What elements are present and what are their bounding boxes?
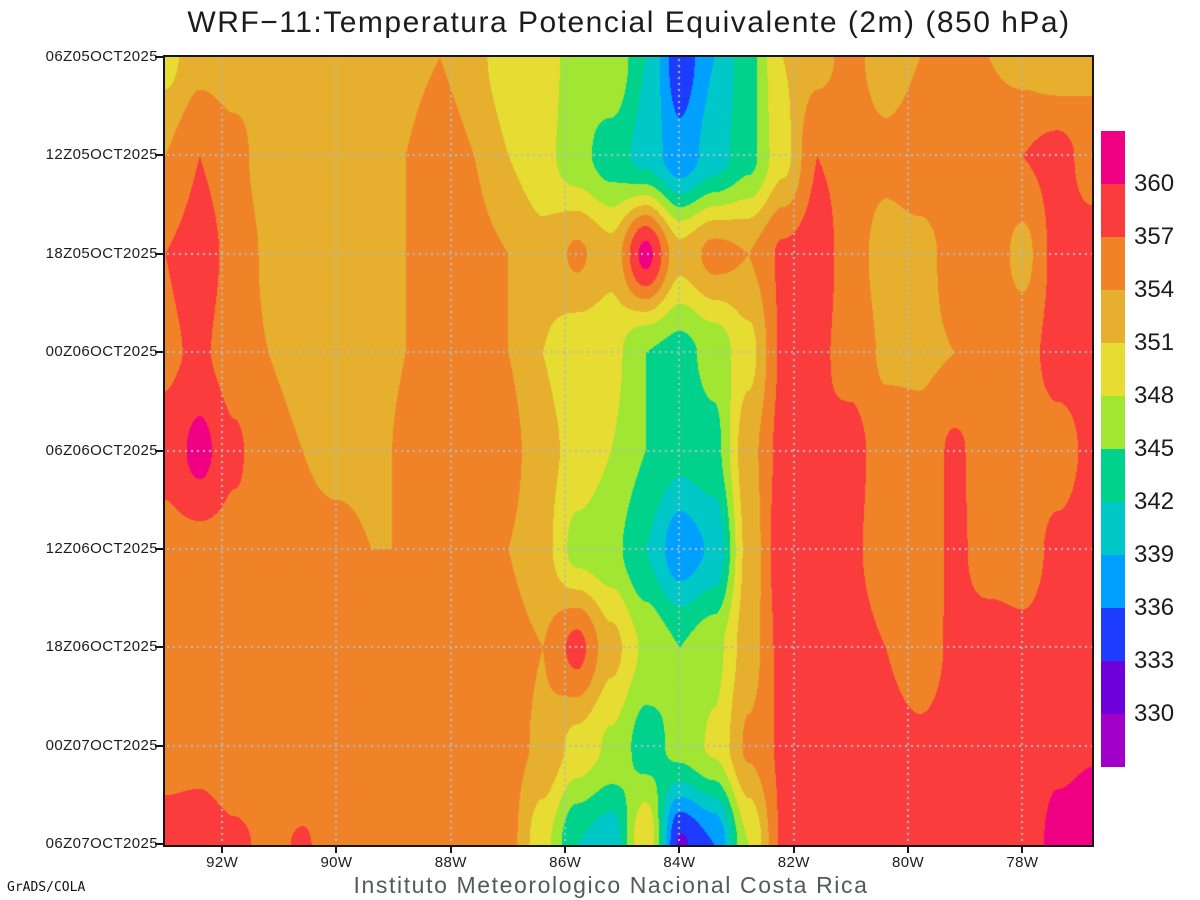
- y-tick-label: 00Z06OCT2025: [45, 343, 158, 361]
- chart-title: WRF−11:Temperatura Potencial Equivalente…: [187, 6, 1071, 39]
- institution-caption: Instituto Meteorologico Nacional Costa R…: [353, 872, 869, 898]
- y-tick-mark: [155, 744, 163, 747]
- colorbar-swatch: [1101, 237, 1125, 290]
- x-tick-mark: [564, 845, 567, 853]
- x-tick-mark: [678, 845, 681, 853]
- x-tick-mark: [792, 845, 795, 853]
- y-tick-mark: [155, 252, 163, 255]
- colorbar-swatch: [1101, 608, 1125, 661]
- y-tick-mark: [155, 154, 163, 157]
- x-tick-mark: [221, 845, 224, 853]
- x-tick-label: 92W: [206, 854, 239, 871]
- colorbar-label: 333: [1134, 647, 1175, 674]
- x-tick-label: 78W: [1006, 854, 1039, 871]
- colorbar-swatch: [1101, 131, 1125, 184]
- colorbar-label: 330: [1134, 700, 1175, 727]
- colorbar-swatch: [1101, 396, 1125, 449]
- y-tick-mark: [155, 56, 163, 58]
- colorbar-swatch: [1101, 661, 1125, 714]
- colorbar-label: 339: [1134, 541, 1175, 568]
- colorbar-swatch: [1101, 502, 1125, 555]
- x-tick-mark: [449, 845, 452, 853]
- x-tick-label: 80W: [892, 854, 925, 871]
- colorbar-swatch: [1101, 714, 1125, 767]
- y-tick-label: 12Z06OCT2025: [45, 539, 158, 557]
- colorbar-label: 360: [1134, 170, 1175, 197]
- plot-frame: [163, 55, 1094, 847]
- y-tick-mark: [155, 449, 163, 452]
- colorbar-swatch: [1101, 184, 1125, 237]
- y-tick-mark: [155, 547, 163, 550]
- x-tick-mark: [1021, 845, 1024, 853]
- colorbar-swatch: [1101, 555, 1125, 608]
- colorbar-swatch: [1101, 449, 1125, 502]
- colorbar-label: 336: [1134, 594, 1175, 621]
- y-tick-label: 06Z05OCT2025: [45, 48, 158, 65]
- colorbar-label: 351: [1134, 329, 1175, 356]
- y-tick-label: 12Z05OCT2025: [45, 146, 158, 164]
- colorbar-label: 342: [1134, 488, 1175, 515]
- grads-credit-text: GrADS/COLA: [7, 880, 86, 895]
- x-tick-label: 84W: [663, 854, 696, 871]
- colorbar-swatch: [1101, 290, 1125, 343]
- x-tick-label: 90W: [320, 854, 353, 871]
- colorbar-label: 357: [1134, 223, 1175, 250]
- y-tick-label: 06Z06OCT2025: [45, 441, 158, 459]
- y-tick-mark: [155, 646, 163, 649]
- x-tick-mark: [907, 845, 910, 853]
- colorbar-label: 345: [1134, 435, 1175, 462]
- y-tick-label: 00Z07OCT2025: [45, 736, 158, 754]
- y-tick-label: 06Z07OCT2025: [45, 835, 158, 852]
- colorbar-swatch: [1101, 343, 1125, 396]
- x-tick-mark: [335, 845, 338, 853]
- contour-field-canvas: [165, 57, 1092, 845]
- colorbar-label: 354: [1134, 276, 1175, 303]
- y-tick-label: 18Z06OCT2025: [45, 638, 158, 656]
- y-tick-mark: [155, 351, 163, 354]
- x-tick-label: 88W: [434, 854, 467, 871]
- y-tick-label: 18Z05OCT2025: [45, 244, 158, 262]
- colorbar-label: 348: [1134, 382, 1175, 409]
- x-tick-label: 86W: [549, 854, 582, 871]
- y-tick-mark: [155, 843, 163, 845]
- x-tick-label: 82W: [777, 854, 810, 871]
